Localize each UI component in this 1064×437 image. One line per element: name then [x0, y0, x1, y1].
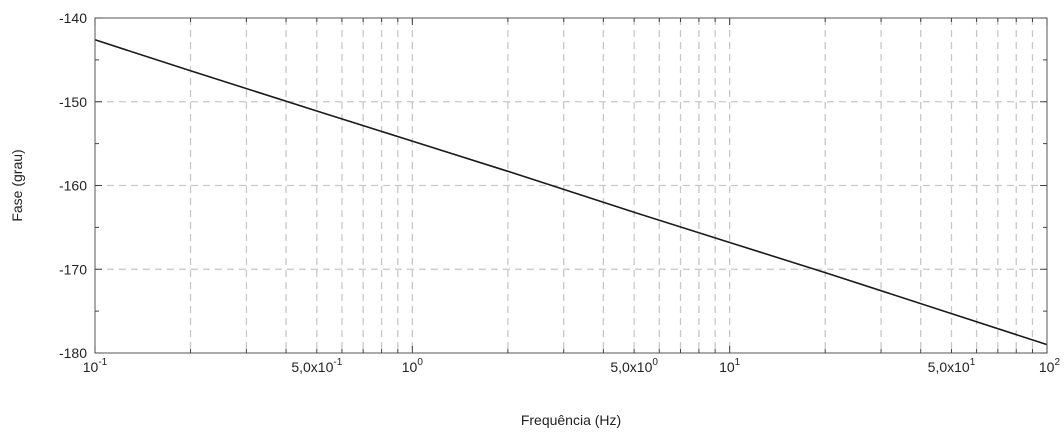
y-tick-label: -160	[59, 178, 87, 194]
x-axis-label: Frequência (Hz)	[521, 412, 621, 428]
y-tick-label: -180	[59, 345, 87, 361]
x-tick-label: 5,0x100	[610, 357, 658, 375]
y-tick-label: -150	[59, 94, 87, 110]
y-tick-label: -140	[59, 10, 87, 26]
phase-series-line	[94, 39, 1048, 346]
grid-lines	[95, 18, 1047, 353]
x-tick-label: 102	[1039, 357, 1061, 375]
x-tick-label: 101	[719, 357, 741, 375]
x-tick-label: 100	[402, 357, 424, 375]
x-tick-label: 5,0x101	[928, 357, 976, 375]
axis-ticks	[94, 17, 1048, 354]
y-axis-label: Fase (grau)	[9, 149, 25, 221]
x-tick-label: 5,0x10-1	[291, 357, 342, 375]
series-layer	[94, 39, 1048, 346]
x-tick-label: 10-1	[83, 357, 108, 375]
y-tick-label: -170	[59, 261, 87, 277]
x-tick-labels: 10-1 5,0x10-1 100 5,0x100 101 5,0x101 102	[83, 357, 1061, 375]
y-tick-labels: -140 -150 -160 -170 -180	[59, 10, 87, 361]
